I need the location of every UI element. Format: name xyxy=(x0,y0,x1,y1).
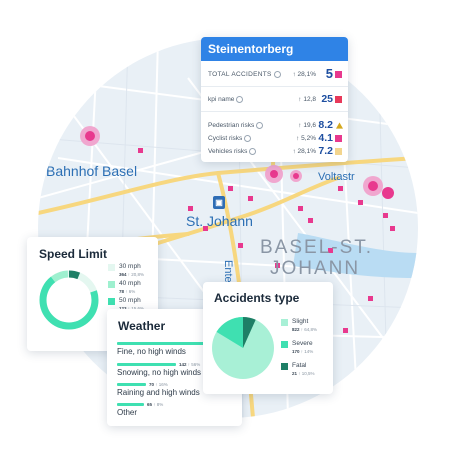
weather-label-raining: Raining and high winds xyxy=(117,388,200,397)
pie-slice-severe xyxy=(216,317,243,348)
weather-label-other: Other xyxy=(117,408,138,417)
accidents-type-card: Accidents type Slight 822 ↑ 64,8% Severe… xyxy=(203,282,333,394)
popup-row-vehicles: Vehicles risks ↑ 28,1% 7.2 xyxy=(208,144,342,158)
color-swatch xyxy=(108,281,115,288)
train-station-icon[interactable]: ▣ xyxy=(213,196,225,209)
legend-item-30mph: 30 mph 364 ↑ 20,8% xyxy=(108,263,144,279)
popup-row-cyclist: Cyclist risks ↑ 5,2% 4.1 xyxy=(208,131,342,145)
popup-row-kpi: kpi name ↑ 12,8 25 xyxy=(208,92,342,106)
warning-triangle-icon xyxy=(336,122,343,129)
info-icon[interactable] xyxy=(249,148,257,155)
weather-bar-other xyxy=(117,403,144,406)
color-swatch xyxy=(281,341,288,348)
speed-limit-title: Speed Limit xyxy=(39,247,108,261)
legend-item-fatal: Fatal 21 ↑ 10,5% xyxy=(281,362,315,378)
legend-item-50mph: 50 mph 123 ↑ 15,6% xyxy=(108,297,144,313)
info-icon[interactable] xyxy=(236,96,244,103)
pie-slice-fatal xyxy=(243,316,256,348)
weather-value-other: 65 ↑ 8% xyxy=(147,402,164,407)
info-icon[interactable] xyxy=(273,71,281,78)
legend-item-40mph: 40 mph 78 ↑ 6% xyxy=(108,280,141,296)
info-icon[interactable] xyxy=(244,135,252,142)
weather-title: Weather xyxy=(118,319,166,333)
weather-value-raining: 70 ↑ 16% xyxy=(149,382,168,387)
weather-bar-raining xyxy=(117,383,146,386)
color-swatch xyxy=(108,264,115,271)
popup-row-pedestrian: Pedestrian risks ↑ 19,6 8.2 xyxy=(208,118,343,132)
weather-bar-fine xyxy=(117,342,230,345)
accidents-pie-chart xyxy=(212,316,274,379)
info-icon[interactable] xyxy=(256,122,264,129)
district-label: BASEL-ST. JOHANN xyxy=(260,237,374,279)
donut-segment-50mph xyxy=(39,270,99,330)
map-label-street: Voltastr xyxy=(318,171,355,183)
popup-row-total-accidents: TOTAL ACCIDENTS ↑ 28,1% 5 xyxy=(208,66,342,81)
color-swatch xyxy=(335,71,342,78)
color-swatch xyxy=(335,96,342,103)
map-label-area: St. Johann xyxy=(186,213,253,229)
color-swatch xyxy=(281,319,288,326)
color-swatch xyxy=(335,148,342,155)
weather-label-snowing: Snowing, no high winds xyxy=(117,368,202,377)
speed-donut-chart xyxy=(39,270,99,330)
weather-value-snowing: 142 ↑ 56% xyxy=(179,362,201,367)
color-swatch xyxy=(281,363,288,370)
legend-item-severe: Severe 170 ↑ 14% xyxy=(281,340,313,356)
color-swatch xyxy=(335,135,342,142)
legend-item-slight: Slight 822 ↑ 64,8% xyxy=(281,318,317,334)
map-label-street-2: Ente xyxy=(222,260,234,283)
location-popup: Steinentorberg TOTAL ACCIDENTS ↑ 28,1% 5… xyxy=(201,37,348,162)
accidents-type-title: Accidents type xyxy=(214,291,300,305)
divider xyxy=(201,86,348,87)
weather-label-fine: Fine, no high winds xyxy=(117,347,186,356)
divider xyxy=(201,111,348,112)
popup-title: Steinentorberg xyxy=(201,37,348,61)
map-label-station: Bahnhof Basel xyxy=(46,163,138,179)
weather-bar-snowing xyxy=(117,363,176,366)
color-swatch xyxy=(108,298,115,305)
